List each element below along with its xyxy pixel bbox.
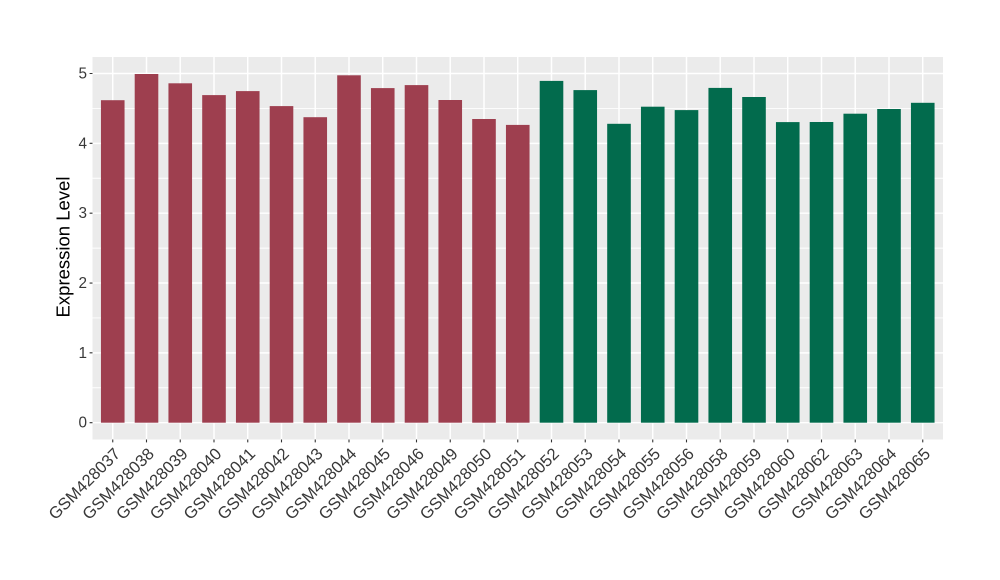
svg-text:3: 3 (78, 205, 87, 222)
svg-text:1: 1 (78, 345, 87, 362)
svg-text:2: 2 (78, 275, 87, 292)
svg-text:Expression Level: Expression Level (53, 177, 74, 318)
svg-text:5: 5 (78, 66, 87, 83)
svg-text:4: 4 (78, 135, 87, 152)
svg-text:0: 0 (78, 415, 87, 432)
